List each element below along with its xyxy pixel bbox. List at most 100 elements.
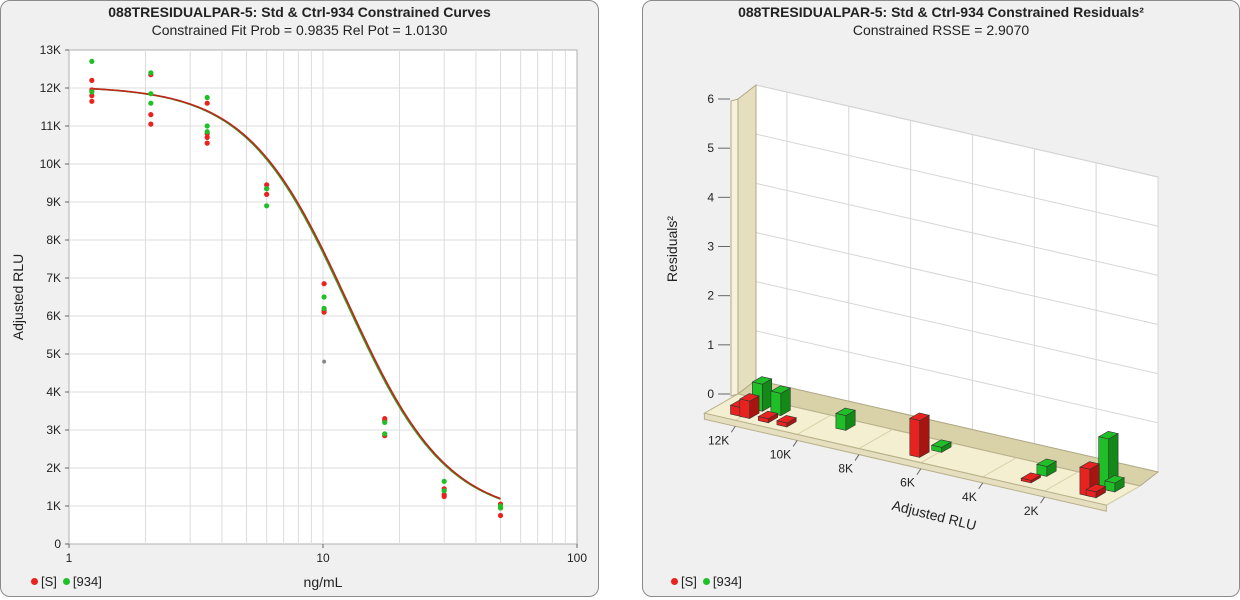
legend-std-marker <box>671 578 678 585</box>
y-tick-label: 10K <box>40 157 61 171</box>
x-tick-label: 6K <box>900 476 915 490</box>
left-wall <box>737 83 757 396</box>
y-tick-label: 0 <box>54 537 61 551</box>
legend-item-ctrl: [934] <box>702 574 742 589</box>
ctrl-data-point <box>382 419 388 425</box>
ctrl-data-point <box>321 294 327 300</box>
curves-chart-subtitle: Constrained Fit Prob = 0.9835 Rel Pot = … <box>151 22 448 38</box>
x-tick <box>792 440 798 447</box>
bar-front <box>1020 477 1032 484</box>
ctrl-data-point <box>89 89 95 95</box>
back-gridline-h <box>755 232 1159 325</box>
std-residual-bar <box>1020 472 1042 484</box>
y-tick-label: 8K <box>46 233 61 247</box>
curves-chart-plot: 0 1K 2K 3K 4K 5K 6K 7K 8K 9K 10K 11K 12K 13K 1 10 100 ng/… <box>10 43 587 590</box>
std-data-point <box>148 121 154 127</box>
bar-front <box>1085 489 1097 499</box>
back-gridline-h <box>755 281 1159 375</box>
bar-front <box>1104 480 1116 493</box>
y-tick-label: 9K <box>46 195 61 209</box>
legend-item-std: [S] <box>671 574 697 589</box>
std-data-point <box>264 191 270 197</box>
outlier-point <box>322 359 327 364</box>
bar-front <box>1036 463 1048 477</box>
residuals-chart-title: 088TRESIDUALPAR-5: Std & Ctrl-934 Constr… <box>738 4 1144 20</box>
bar-side <box>919 414 930 458</box>
x-tick <box>730 425 736 433</box>
floor-gridline <box>796 414 832 435</box>
curves-chart-panel: 088TRESIDUALPAR-5: Std & Ctrl-934 Constr… <box>0 0 599 597</box>
std-data-point <box>204 140 210 146</box>
bar-front <box>835 413 847 431</box>
legend-item-ctrl: [934] <box>62 574 102 589</box>
ctrl-data-point <box>441 478 447 484</box>
y-tick-label: 5 <box>707 141 714 155</box>
std-data-point <box>321 309 327 315</box>
y-tick-label: 5K <box>46 347 61 361</box>
x-tick-label: 12K <box>708 433 729 447</box>
ctrl-data-point <box>382 431 388 437</box>
bar-front <box>931 444 942 453</box>
legend-std-label: [S] <box>681 574 697 589</box>
std-residual-bar <box>738 393 760 420</box>
std-data-point <box>89 98 95 104</box>
std-data-point <box>89 77 95 83</box>
x-tick <box>916 468 922 476</box>
legend-ctrl-label: [934] <box>712 574 742 589</box>
residuals-legend: [S] [934] <box>671 574 748 589</box>
left-wall-edge <box>730 98 739 397</box>
y-tick-label: 2 <box>707 289 714 303</box>
y-tick-label: 2K <box>46 461 61 475</box>
ctrl-data-point <box>148 91 154 97</box>
back-gridline-h <box>755 133 1159 227</box>
y-tick-label: 7K <box>46 271 61 285</box>
x-tick-label: 10K <box>770 447 791 461</box>
ctrl-data-point <box>204 123 210 129</box>
floor-gridline <box>982 457 1017 478</box>
bar-front <box>730 404 741 417</box>
y-tick-label: 13K <box>40 43 61 57</box>
legend-ctrl-marker <box>62 578 70 585</box>
ctrl-residual-bar <box>1104 475 1126 493</box>
y-tick-label: 4K <box>46 385 61 399</box>
ctrl-data-point <box>497 505 504 511</box>
x-tick <box>854 454 860 461</box>
std-data-point <box>264 182 270 188</box>
floor-gridline <box>1106 485 1141 506</box>
ctrl-residual-bar <box>835 407 857 431</box>
y-tick-label: 4 <box>707 190 714 204</box>
std-data-point <box>204 134 210 140</box>
ctrl-residual-bar <box>1036 458 1058 477</box>
x-tick-label: 10 <box>316 551 330 565</box>
legend-std-label: [S] <box>41 574 57 589</box>
back-gridline-h <box>755 330 1159 424</box>
x-tick-label: 4K <box>962 490 977 504</box>
std-data-point <box>148 112 154 118</box>
residuals-chart-panel: 088TRESIDUALPAR-5: Std & Ctrl-934 Constr… <box>642 0 1240 597</box>
y-tick-label: 12K <box>40 81 61 95</box>
ctrl-data-point <box>204 94 210 101</box>
bar-front <box>739 398 750 419</box>
floor-gridline <box>858 428 893 450</box>
x-tick-label: 8K <box>838 462 853 476</box>
y-axis-label: Residuals² <box>664 216 680 282</box>
back-gridline-h <box>755 182 1159 276</box>
bar-front <box>758 416 769 424</box>
ctrl-residual-bar <box>930 439 952 453</box>
curves-chart-title: 088TRESIDUALPAR-5: Std & Ctrl-934 Constr… <box>108 4 491 20</box>
ctrl-data-point <box>148 70 154 76</box>
x-axis-label: ng/mL <box>304 574 343 590</box>
ctrl-residual-bar <box>770 385 792 417</box>
std-data-point <box>321 281 327 287</box>
std-residual-bar <box>776 415 798 428</box>
fit-curve-std <box>91 87 501 500</box>
std-residual-bar <box>908 412 931 458</box>
legend-std-marker <box>31 578 38 585</box>
y-tick-label: 6 <box>707 92 714 106</box>
std-data-point <box>204 100 210 106</box>
x-tick <box>978 482 984 490</box>
x-tick-label: 1 <box>66 551 73 565</box>
legend-ctrl-label: [934] <box>72 574 102 589</box>
std-data-point <box>89 93 95 99</box>
